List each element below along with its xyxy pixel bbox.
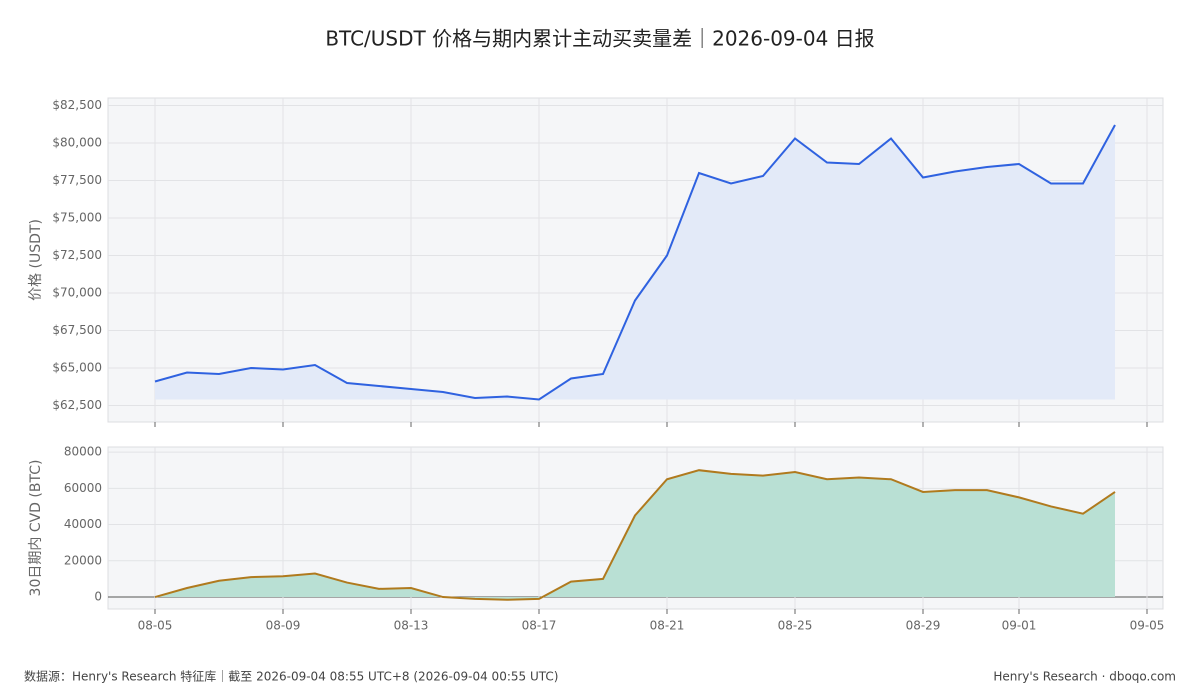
y-tick-label: 80000 [64, 445, 102, 459]
y-tick-label: 0 [94, 590, 102, 604]
x-tick-label: 08-29 [906, 619, 941, 633]
footer-source: 数据源：Henry's Research 特征库｜截至 2026-09-04 0… [24, 669, 558, 684]
y-tick-label: $75,000 [52, 211, 102, 225]
y-tick-label: 60000 [64, 481, 102, 495]
y-tick-label: $62,500 [52, 398, 102, 412]
footer-brand: Henry's Research · dboqo.com [993, 670, 1176, 684]
y-tick-label: $70,000 [52, 286, 102, 300]
y-tick-label: 40000 [64, 517, 102, 531]
x-tick-label: 08-09 [266, 619, 301, 633]
y-tick-label: $82,500 [52, 98, 102, 112]
y-tick-label: $80,000 [52, 136, 102, 150]
y-tick-label: $77,500 [52, 173, 102, 187]
x-tick-label: 09-05 [1130, 619, 1165, 633]
area-fill [155, 125, 1115, 400]
line [154, 124, 1116, 401]
x-tick-label: 08-05 [138, 619, 173, 633]
y-tick-label: $72,500 [52, 248, 102, 262]
y-tick-label: $67,500 [52, 323, 102, 337]
area-fill [155, 470, 1115, 600]
y-axis-label: 价格 (USDT) [28, 219, 44, 301]
y-axis-label: 30日期内 CVD (BTC) [28, 460, 44, 597]
x-tick-label: 09-01 [1002, 619, 1037, 633]
x-tick-label: 08-25 [778, 619, 813, 633]
x-tick-label: 08-21 [650, 619, 685, 633]
x-tick-label: 08-13 [394, 619, 429, 633]
y-tick-label: 20000 [64, 553, 102, 567]
x-tick-label: 08-17 [522, 619, 557, 633]
y-tick-label: $65,000 [52, 361, 102, 375]
chart-title: BTC/USDT 价格与期内累计主动买卖量差｜2026-09-04 日报 [325, 27, 874, 51]
line [154, 469, 1116, 601]
